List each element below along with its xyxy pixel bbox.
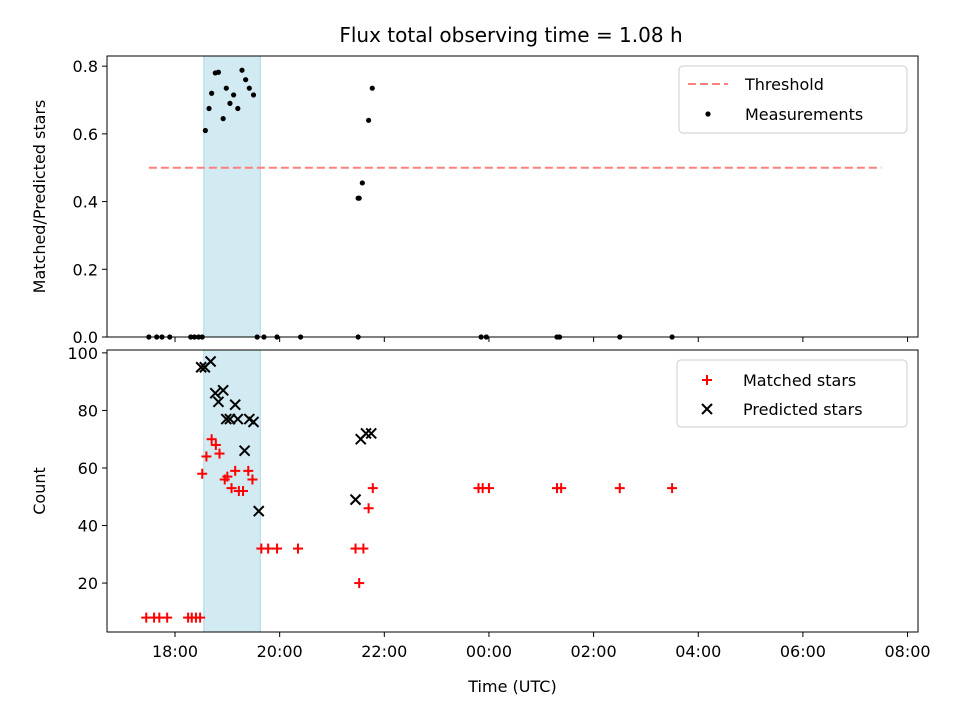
legend-measurement-swatch xyxy=(705,111,711,117)
measurement-point xyxy=(223,85,229,91)
measurement-point xyxy=(239,67,245,73)
y-axis-label: Matched/Predicted stars xyxy=(30,100,49,294)
matched-point xyxy=(363,503,374,514)
legend-box xyxy=(676,359,908,428)
predicted-point xyxy=(220,413,233,425)
bottom-panel: 20 40 60 80 100 18:00 20:00 22:00 00:00 02:00 04:0… xyxy=(30,344,931,696)
legend-predicted-label: Predicted stars xyxy=(743,400,863,419)
legend-matched-label: Matched stars xyxy=(743,371,856,390)
matched-point xyxy=(226,483,237,494)
measurement-point xyxy=(209,90,215,96)
top-panel: 0.0 0.2 0.4 0.6 0.8 Matched/Predicted stars Th… xyxy=(30,55,919,347)
y-tick-label: 20 xyxy=(78,574,98,593)
matched-point xyxy=(243,465,254,476)
matched-point xyxy=(195,612,206,623)
x-tick-label: 02:00 xyxy=(571,642,617,661)
matched-point xyxy=(614,483,625,494)
measurement-point xyxy=(231,92,237,98)
matched-point xyxy=(206,434,217,445)
predicted-point xyxy=(195,361,207,373)
x-tick-label: 08:00 xyxy=(884,642,930,661)
legend-threshold-label: Threshold xyxy=(744,75,824,94)
y-tick-label: 100 xyxy=(67,344,98,363)
predicted-point xyxy=(360,427,372,440)
measurement-point xyxy=(215,69,222,75)
matched-point xyxy=(214,448,225,459)
matched-point xyxy=(367,483,378,494)
y-tick-label: 0.0 xyxy=(73,328,98,347)
matched-point xyxy=(230,465,241,476)
measurement-point xyxy=(243,77,249,83)
predicted-point xyxy=(212,396,225,408)
x-tick-label: 00:00 xyxy=(466,642,512,661)
legend: Matched stars Predicted stars xyxy=(676,359,908,428)
observing-span xyxy=(203,55,261,338)
y-tick-label: 0.2 xyxy=(73,260,98,279)
x-axis-label: Time (UTC) xyxy=(467,677,556,696)
measurement-point xyxy=(359,180,365,186)
y-tick-label: 40 xyxy=(78,517,98,536)
y-tick-label: 0.8 xyxy=(73,57,98,76)
measurement-point xyxy=(227,100,233,106)
predicted-point xyxy=(232,413,244,425)
matched-point xyxy=(272,543,283,554)
x-tick-label: 20:00 xyxy=(257,642,303,661)
y-tick-label: 60 xyxy=(78,459,98,478)
axes-frame xyxy=(106,55,919,338)
matched-point xyxy=(354,578,365,589)
matched-point xyxy=(210,439,221,450)
predicted-point xyxy=(204,355,217,368)
y-axis-label: Count xyxy=(30,467,49,515)
measurement-point xyxy=(250,92,257,98)
matched-point xyxy=(238,486,249,496)
y-tick-label: 0.6 xyxy=(73,125,98,144)
figure-title: Flux total observing time = 1.08 h xyxy=(339,23,682,47)
y-tick-label: 80 xyxy=(78,401,98,420)
measurement-point xyxy=(220,116,226,122)
predicted-point xyxy=(217,384,229,396)
measurement-point xyxy=(235,105,241,112)
predicted-point xyxy=(365,427,377,440)
measurement-point xyxy=(356,195,362,201)
x-tick-label: 18:00 xyxy=(152,642,198,661)
matched-point xyxy=(222,471,233,482)
predicted-point xyxy=(349,493,362,506)
matched-point xyxy=(483,483,494,494)
matched-point xyxy=(162,612,173,623)
matched-point xyxy=(292,543,303,554)
predicted-point xyxy=(247,416,260,428)
legend-predicted-swatch xyxy=(701,403,713,415)
matched-point xyxy=(201,451,212,462)
matched-point xyxy=(667,483,678,494)
x-tick-label: 04:00 xyxy=(675,642,721,661)
predicted-point xyxy=(209,387,222,399)
predicted-point xyxy=(229,398,241,411)
predicted-point xyxy=(253,505,265,517)
x-tick-label: 06:00 xyxy=(780,642,826,661)
matched-point xyxy=(263,543,274,554)
measurement-point xyxy=(206,105,212,112)
measurement-point xyxy=(369,85,375,91)
matched-point xyxy=(247,474,258,485)
matched-point xyxy=(556,483,567,494)
axes-frame xyxy=(106,349,919,633)
x-tick-label: 22:00 xyxy=(361,642,407,661)
legend: Threshold Measurements xyxy=(678,65,908,134)
measurement-point xyxy=(202,127,208,134)
matched-point xyxy=(358,543,369,554)
legend-box xyxy=(678,65,908,134)
measurement-point xyxy=(246,85,252,91)
predicted-point xyxy=(238,445,251,457)
legend-measurement-label: Measurements xyxy=(745,105,863,124)
matched-point xyxy=(197,468,208,479)
y-tick-label: 0.4 xyxy=(73,193,98,212)
measurement-point xyxy=(366,117,372,123)
